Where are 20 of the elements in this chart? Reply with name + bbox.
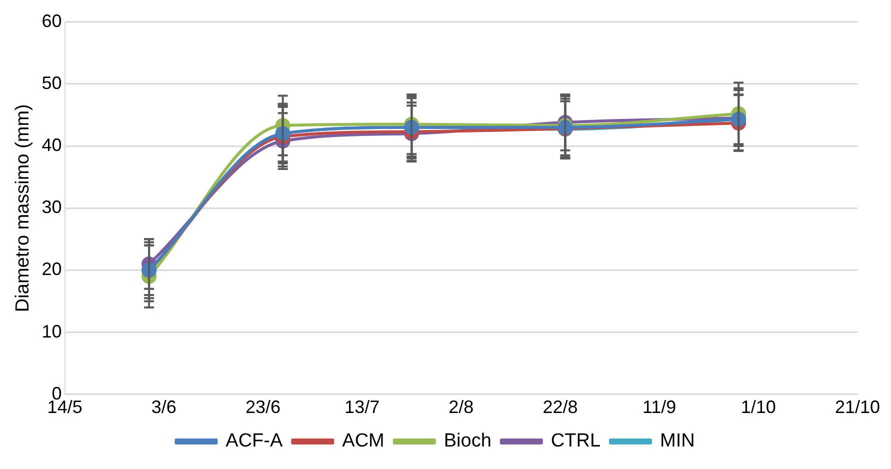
y-tick-label: 40: [42, 134, 62, 155]
x-tick-label: 23/6: [245, 397, 281, 418]
x-tick-label: 13/7: [344, 397, 380, 418]
x-tick-label: 11/9: [642, 397, 676, 418]
legend-label: CTRL: [550, 430, 601, 452]
y-tick-label: 20: [42, 259, 62, 280]
y-tick-label: 50: [42, 72, 62, 93]
legend-label: ACF-A: [226, 430, 283, 452]
x-tick-label: 22/8: [542, 397, 578, 418]
y-tick-label: 30: [42, 197, 62, 218]
y-tick-label: 10: [42, 321, 62, 342]
legend-label: ACM: [342, 430, 384, 452]
legend-label: Bioch: [444, 430, 492, 452]
x-tick-label: 3/6: [151, 397, 176, 418]
legend-label: MIN: [660, 430, 695, 452]
x-tick-label: 21/10: [834, 397, 880, 418]
x-tick-label: 1/10: [740, 397, 776, 418]
y-axis-title: Diametro massimo (mm): [12, 104, 34, 312]
y-tick-label: 60: [42, 10, 62, 31]
x-tick-label: 2/8: [448, 397, 474, 418]
